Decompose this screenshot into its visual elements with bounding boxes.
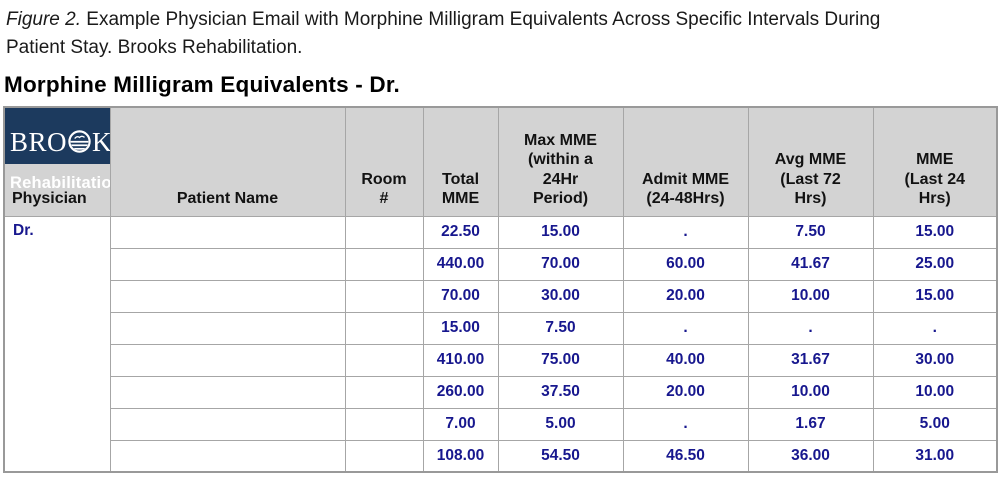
cell-total-mme: 260.00 (422, 375, 499, 409)
figure-label: Figure 2. (6, 9, 81, 30)
cell-total-mme: 22.50 (422, 215, 499, 249)
table-row: 440.00 70.00 60.00 41.67 25.00 (4, 247, 998, 281)
cell-admit-mme: . (622, 311, 749, 345)
figure-caption-line2: Patient Stay. Brooks Rehabilitation. (6, 36, 303, 58)
cell-avg-mme: . (747, 311, 874, 345)
table-row: 260.00 37.50 20.00 10.00 10.00 (4, 375, 998, 409)
col-header-avg-mme: Avg MME (Last 72 Hrs) (747, 106, 874, 217)
cell-mme-last24: 15.00 (872, 215, 998, 249)
cell-admit-mme: . (622, 215, 749, 249)
cell-admit-mme: . (622, 407, 749, 441)
cell-room (344, 311, 424, 345)
cell-max-mme: 75.00 (497, 343, 624, 377)
cell-mme-last24: 15.00 (872, 279, 998, 313)
table-row: 7.00 5.00 . 1.67 5.00 (4, 407, 998, 441)
cell-avg-mme: 31.67 (747, 343, 874, 377)
cell-patient-name (109, 439, 346, 473)
col-header-admit-mme: Admit MME (24-48Hrs) (622, 106, 749, 217)
col-header-mme-last24: MME (Last 24 Hrs) (872, 106, 998, 217)
cell-room (344, 439, 424, 473)
cell-patient-name (109, 375, 346, 409)
cell-room (344, 407, 424, 441)
cell-admit-mme: 46.50 (622, 439, 749, 473)
cell-max-mme: 15.00 (497, 215, 624, 249)
cell-mme-last24: . (872, 311, 998, 345)
cell-admit-mme: 20.00 (622, 375, 749, 409)
cell-mme-last24: 30.00 (872, 343, 998, 377)
cell-patient-name (109, 311, 346, 345)
logo-wordmark: BROKS® (10, 126, 109, 157)
col-header-max-mme: Max MME (within a 24Hr Period) (497, 106, 624, 217)
cell-admit-mme: 40.00 (622, 343, 749, 377)
figure-caption-line1: Example Physician Email with Morphine Mi… (86, 9, 881, 30)
table-row: 70.00 30.00 20.00 10.00 15.00 (4, 279, 998, 313)
cell-avg-mme: 41.67 (747, 247, 874, 281)
cell-total-mme: 410.00 (422, 343, 499, 377)
col-header-patient-name: Patient Name (109, 106, 346, 217)
table-row: 15.00 7.50 . . . (4, 311, 998, 345)
cell-max-mme: 37.50 (497, 375, 624, 409)
cell-patient-name (109, 343, 346, 377)
cell-max-mme: 5.00 (497, 407, 624, 441)
cell-max-mme: 7.50 (497, 311, 624, 345)
cell-patient-name (109, 247, 346, 281)
cell-max-mme: 30.00 (497, 279, 624, 313)
cell-avg-mme: 7.50 (747, 215, 874, 249)
logo-text-ks: KS (92, 127, 109, 157)
table-row: 108.00 54.50 46.50 36.00 31.00 (4, 439, 998, 473)
table-row: 410.00 75.00 40.00 31.67 30.00 (4, 343, 998, 377)
cell-avg-mme: 1.67 (747, 407, 874, 441)
cell-total-mme: 70.00 (422, 279, 499, 313)
cell-patient-name (109, 279, 346, 313)
mme-table: BROKS® Rehabilitation Physician Patient … (3, 106, 998, 474)
report-title: Morphine Milligram Equivalents - Dr. (4, 72, 401, 98)
cell-avg-mme: 10.00 (747, 375, 874, 409)
cell-admit-mme: 20.00 (622, 279, 749, 313)
cell-room (344, 279, 424, 313)
cell-max-mme: 54.50 (497, 439, 624, 473)
cell-total-mme: 440.00 (422, 247, 499, 281)
cell-mme-last24: 10.00 (872, 375, 998, 409)
logo-subtitle: Rehabilitation (10, 174, 109, 193)
cell-mme-last24: 31.00 (872, 439, 998, 473)
figure-caption: Figure 2. Example Physician Email with M… (0, 0, 999, 61)
cell-physician: Dr. (3, 215, 111, 473)
cell-mme-last24: 5.00 (872, 407, 998, 441)
cell-room (344, 247, 424, 281)
cell-total-mme: 108.00 (422, 439, 499, 473)
cell-room (344, 343, 424, 377)
cell-room (344, 375, 424, 409)
header-row: BROKS® Rehabilitation Physician Patient … (3, 106, 998, 217)
cell-patient-name (109, 215, 346, 249)
cell-total-mme: 15.00 (422, 311, 499, 345)
logo-text-bro: BRO (10, 126, 68, 157)
col-header-room: Room # (344, 106, 424, 217)
cell-total-mme: 7.00 (422, 407, 499, 441)
cell-max-mme: 70.00 (497, 247, 624, 281)
col-header-physician-label: Physician (12, 190, 87, 208)
sunrise-over-water-icon (68, 129, 91, 153)
brooks-rehabilitation-logo: BROKS® Rehabilitation (5, 108, 109, 192)
cell-mme-last24: 25.00 (872, 247, 998, 281)
cell-avg-mme: 10.00 (747, 279, 874, 313)
col-header-total-mme: Total MME (422, 106, 499, 217)
col-header-physician: BROKS® Rehabilitation Physician (3, 106, 111, 217)
cell-avg-mme: 36.00 (747, 439, 874, 473)
table-row: Dr. 22.50 15.00 . 7.50 15.00 (3, 215, 998, 473)
cell-room (344, 215, 424, 249)
cell-admit-mme: 60.00 (622, 247, 749, 281)
cell-patient-name (109, 407, 346, 441)
